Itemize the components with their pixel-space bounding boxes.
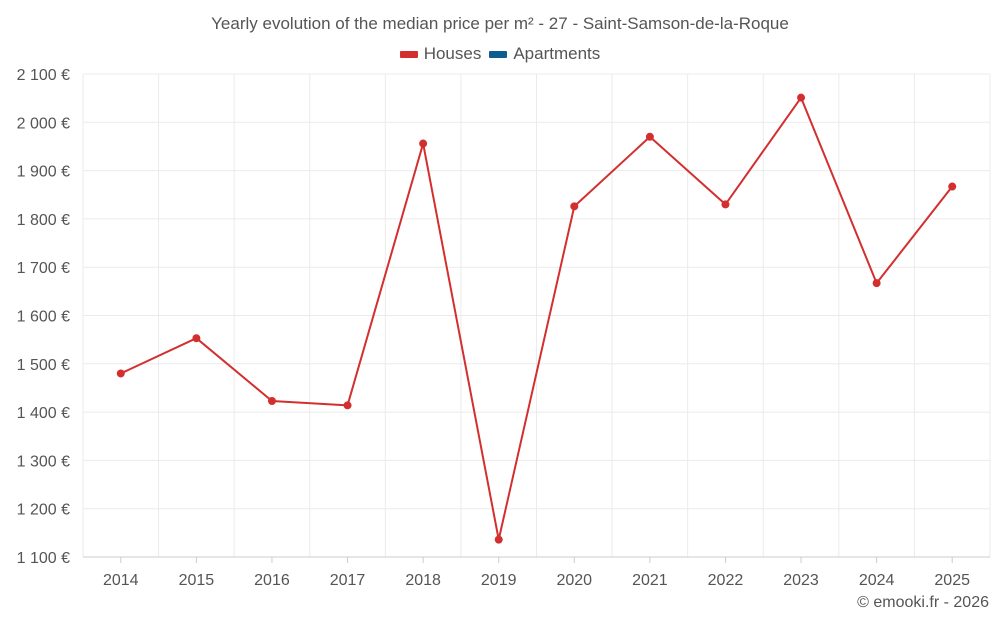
data-point[interactable] [343, 401, 352, 410]
y-tick-label: 1 200 € [17, 502, 70, 519]
y-tick-label: 1 900 € [17, 164, 70, 181]
data-point[interactable] [872, 279, 881, 288]
legend-label-apartments: Apartments [513, 44, 601, 63]
x-tick-label: 2023 [783, 572, 819, 589]
copyright-credit: © emooki.fr - 2026 [857, 594, 989, 611]
x-tick-label: 2025 [934, 572, 970, 589]
y-tick-label: 1 300 € [17, 453, 70, 470]
x-tick-label: 2021 [632, 572, 668, 589]
data-point[interactable] [419, 139, 428, 148]
data-points [116, 93, 957, 544]
y-tick-label: 1 700 € [17, 260, 70, 277]
series-lines [120, 96, 953, 541]
legend-label-houses: Houses [423, 44, 482, 63]
data-point[interactable] [192, 334, 201, 343]
y-tick-label: 1 600 € [17, 309, 70, 326]
y-tick-label: 1 400 € [17, 405, 70, 422]
y-tick-label: 2 000 € [17, 115, 70, 132]
data-point[interactable] [948, 182, 957, 191]
x-tick-label: 2022 [708, 572, 744, 589]
x-tick-label: 2020 [556, 572, 592, 589]
legend-item-houses[interactable]: Houses [399, 44, 482, 64]
x-tick-label: 2015 [179, 572, 215, 589]
data-point[interactable] [494, 535, 503, 544]
y-tick-label: 1 500 € [17, 357, 70, 374]
x-tick-label: 2014 [103, 572, 139, 589]
x-tick-label: 2018 [405, 572, 441, 589]
y-tick-label: 1 100 € [17, 550, 70, 567]
y-tick-label: 2 100 € [17, 67, 70, 84]
axes: 1 100 € 1 200 € 1 300 € 1 400 € 1 500 € 1 600… [17, 67, 990, 589]
legend-swatch-houses [399, 50, 418, 58]
data-point[interactable] [570, 202, 579, 211]
series-line-houses [120, 96, 953, 541]
x-tick-label: 2019 [481, 572, 517, 589]
chart-legend: Houses Apartments [0, 44, 1000, 64]
data-point[interactable] [797, 93, 806, 102]
data-point[interactable] [645, 132, 654, 141]
x-tick-label: 2017 [330, 572, 366, 589]
legend-item-apartments[interactable]: Apartments [489, 44, 600, 64]
x-tick-label: 2016 [254, 572, 290, 589]
legend-swatch-apartments [489, 50, 508, 58]
data-point[interactable] [721, 200, 730, 209]
chart-title: Yearly evolution of the median price per… [211, 14, 789, 33]
x-tick-label: 2024 [859, 572, 895, 589]
data-point[interactable] [116, 369, 125, 378]
data-point[interactable] [267, 396, 276, 405]
grid-lines [82, 73, 991, 558]
y-tick-label: 1 800 € [17, 212, 70, 229]
